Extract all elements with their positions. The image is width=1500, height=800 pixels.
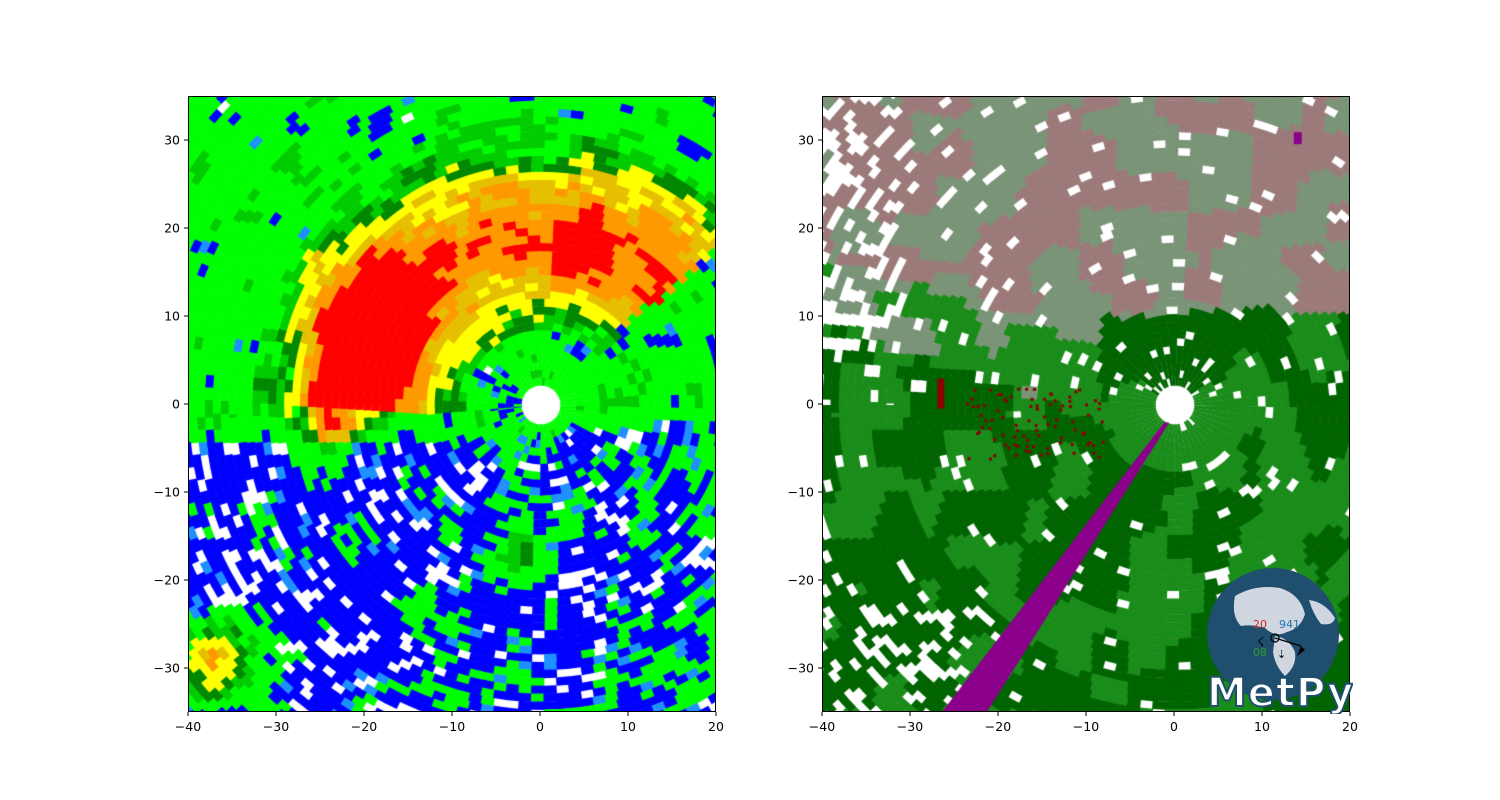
y-tick-label: −20 bbox=[154, 573, 180, 588]
y-tick-label: 10 bbox=[164, 309, 180, 324]
x-tick-label: 0 bbox=[1170, 719, 1178, 734]
y-tick-label: 20 bbox=[164, 221, 180, 236]
x-tick-label: 20 bbox=[1342, 719, 1358, 734]
globe-land-icon bbox=[1233, 587, 1305, 635]
y-tick-label: 30 bbox=[798, 133, 814, 148]
y-tick-label: 10 bbox=[798, 309, 814, 324]
station-temperature: 20 bbox=[1253, 618, 1267, 631]
y-tick-label: 0 bbox=[172, 397, 180, 412]
y-tick-label: −30 bbox=[788, 661, 814, 676]
x-tick-label: −20 bbox=[985, 719, 1011, 734]
reflectivity-heatmap bbox=[189, 97, 715, 711]
metpy-wordmark: MetPy bbox=[1207, 670, 1353, 714]
station-dewpoint: 08 bbox=[1253, 646, 1267, 659]
y-tick-label: −10 bbox=[788, 485, 814, 500]
y-tick-label: 30 bbox=[164, 133, 180, 148]
x-tick-label: 10 bbox=[1254, 719, 1270, 734]
cloud-symbol-icon: ⇣ bbox=[1277, 648, 1286, 661]
x-tick-label: 10 bbox=[620, 719, 636, 734]
station-circle-icon bbox=[1270, 633, 1280, 643]
x-tick-label: −30 bbox=[263, 719, 289, 734]
weather-symbol-icon: ☇ bbox=[1257, 635, 1264, 650]
x-tick-label: −20 bbox=[351, 719, 377, 734]
x-tick-label: −40 bbox=[809, 719, 835, 734]
wind-barb-icon bbox=[1274, 637, 1302, 647]
station-pressure: 941 bbox=[1279, 618, 1300, 631]
x-tick-label: 20 bbox=[708, 719, 724, 734]
y-tick-label: 20 bbox=[798, 221, 814, 236]
globe-land-icon bbox=[1273, 636, 1296, 676]
y-tick-label: −10 bbox=[154, 485, 180, 500]
y-tick-label: −20 bbox=[788, 573, 814, 588]
x-tick-label: −30 bbox=[897, 719, 923, 734]
reflectivity-plot-area bbox=[188, 96, 716, 712]
y-tick-label: 0 bbox=[806, 397, 814, 412]
metpy-logo: 20 941 08 ☇ ⇣ MetPy bbox=[1206, 568, 1353, 714]
x-tick-label: −40 bbox=[175, 719, 201, 734]
x-tick-label: −10 bbox=[1073, 719, 1099, 734]
y-tick-label: −30 bbox=[154, 661, 180, 676]
x-tick-label: 0 bbox=[536, 719, 544, 734]
velocity-plot-area bbox=[822, 96, 1350, 712]
x-tick-label: −10 bbox=[439, 719, 465, 734]
wind-flag-icon bbox=[1297, 646, 1305, 656]
globe-land-icon bbox=[1309, 600, 1335, 625]
